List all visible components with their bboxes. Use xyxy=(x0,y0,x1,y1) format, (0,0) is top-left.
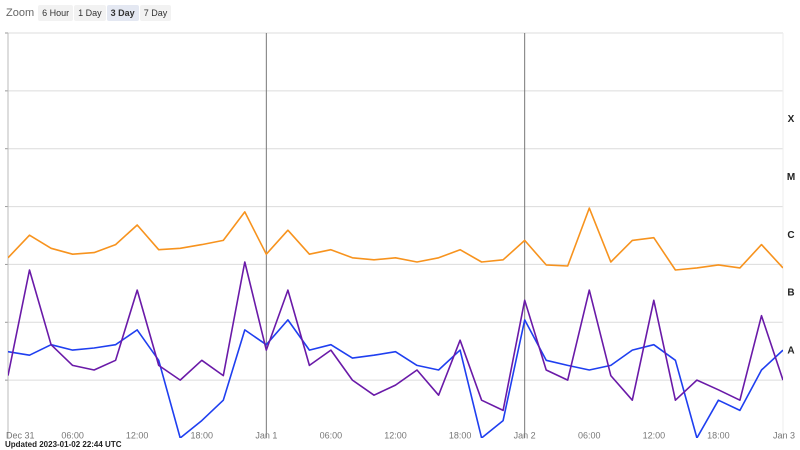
zoom-label: Zoom xyxy=(6,7,35,19)
zoom-button[interactable]: 6 Hour xyxy=(38,5,74,21)
y-tick-label: X xyxy=(788,114,795,125)
zoom-button[interactable]: 3 Day xyxy=(106,5,139,21)
zoom-button[interactable]: 7 Day xyxy=(139,5,172,21)
zoom-button[interactable]: 1 Day xyxy=(74,5,106,21)
x-tick-label: 06:00 xyxy=(320,430,343,440)
chart: A B C M X Dec 31 06:00 12:00 18:00 Jan 1 06:00 12:0… xyxy=(5,32,795,440)
x-tick-label: 06:00 xyxy=(61,430,84,440)
y-tick-label: A xyxy=(787,346,794,357)
x-tick-label: 18:00 xyxy=(707,430,730,440)
y-tick-label: C xyxy=(787,230,794,241)
x-tick-label: Jan 1 xyxy=(255,430,277,440)
x-tick-label: 12:00 xyxy=(643,430,666,440)
updated-text: Updated 2023-01-02 22:44 UTC xyxy=(5,440,122,449)
y-tick-label: B xyxy=(787,288,794,299)
series-line xyxy=(8,319,783,438)
x-tick-label: 18:00 xyxy=(190,430,213,440)
series-line xyxy=(8,261,783,412)
series-line xyxy=(8,207,783,271)
x-tick-label: Dec 31 xyxy=(6,430,35,440)
x-tick-label: 12:00 xyxy=(126,430,149,440)
y-tick-label: M xyxy=(787,172,795,183)
x-tick-label: 12:00 xyxy=(384,430,407,440)
zoom-bar: Zoom 6 Hour 1 Day 3 Day 7 Day xyxy=(6,4,172,22)
x-tick-label: Jan 2 xyxy=(514,430,536,440)
x-tick-label: Jan 3 xyxy=(773,430,795,440)
plot-area xyxy=(8,207,783,438)
x-tick-label: 06:00 xyxy=(578,430,601,440)
x-tick-label: 18:00 xyxy=(449,430,472,440)
